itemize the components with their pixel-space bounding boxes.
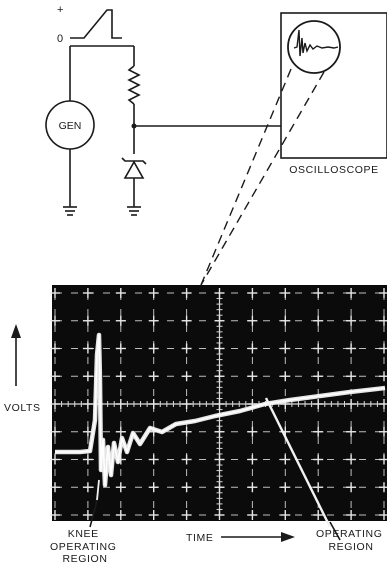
time-label: TIME	[186, 532, 213, 544]
y-axis-label: VOLTS	[4, 402, 41, 414]
resistor-symbol	[127, 65, 141, 105]
zener-diode-symbol	[121, 157, 147, 179]
operating-pointer	[264, 397, 332, 528]
operating-label-line-1: OPERATING	[316, 528, 382, 540]
pulse-zero-label: 0	[57, 33, 63, 45]
knee-label-line-2: OPERATING	[50, 541, 116, 553]
operating-label-line-2: REGION	[328, 541, 373, 553]
junction-dot	[131, 123, 137, 129]
operating-label: OPERATING REGION	[316, 528, 386, 553]
knee-pointer-white	[96, 479, 100, 501]
knee-label-line-3: REGION	[62, 553, 107, 563]
scope-graticule	[50, 288, 387, 520]
generator-symbol	[45, 100, 95, 150]
pulse-plus-label: +	[57, 4, 63, 16]
generator-label: GEN	[59, 120, 82, 132]
scope-trace-edge	[55, 334, 386, 486]
ground-icon	[63, 206, 77, 216]
magnify-line	[200, 71, 325, 286]
right-arrow-icon	[281, 532, 295, 542]
operating-pointer-outer	[329, 521, 341, 541]
oscilloscope-label: OSCILLOSCOPE	[289, 164, 378, 176]
ground-icon	[127, 206, 141, 216]
pulse-waveform-symbol	[70, 9, 122, 39]
circuit-wiring	[69, 45, 308, 207]
inset-trace	[293, 29, 339, 57]
magnify-line	[200, 68, 292, 286]
knee-label-line-1: KNEE	[68, 528, 99, 540]
oscilloscope-screen-inset	[287, 20, 341, 74]
up-arrow-icon	[11, 324, 21, 338]
knee-label: KNEE OPERATING REGION	[50, 528, 120, 563]
